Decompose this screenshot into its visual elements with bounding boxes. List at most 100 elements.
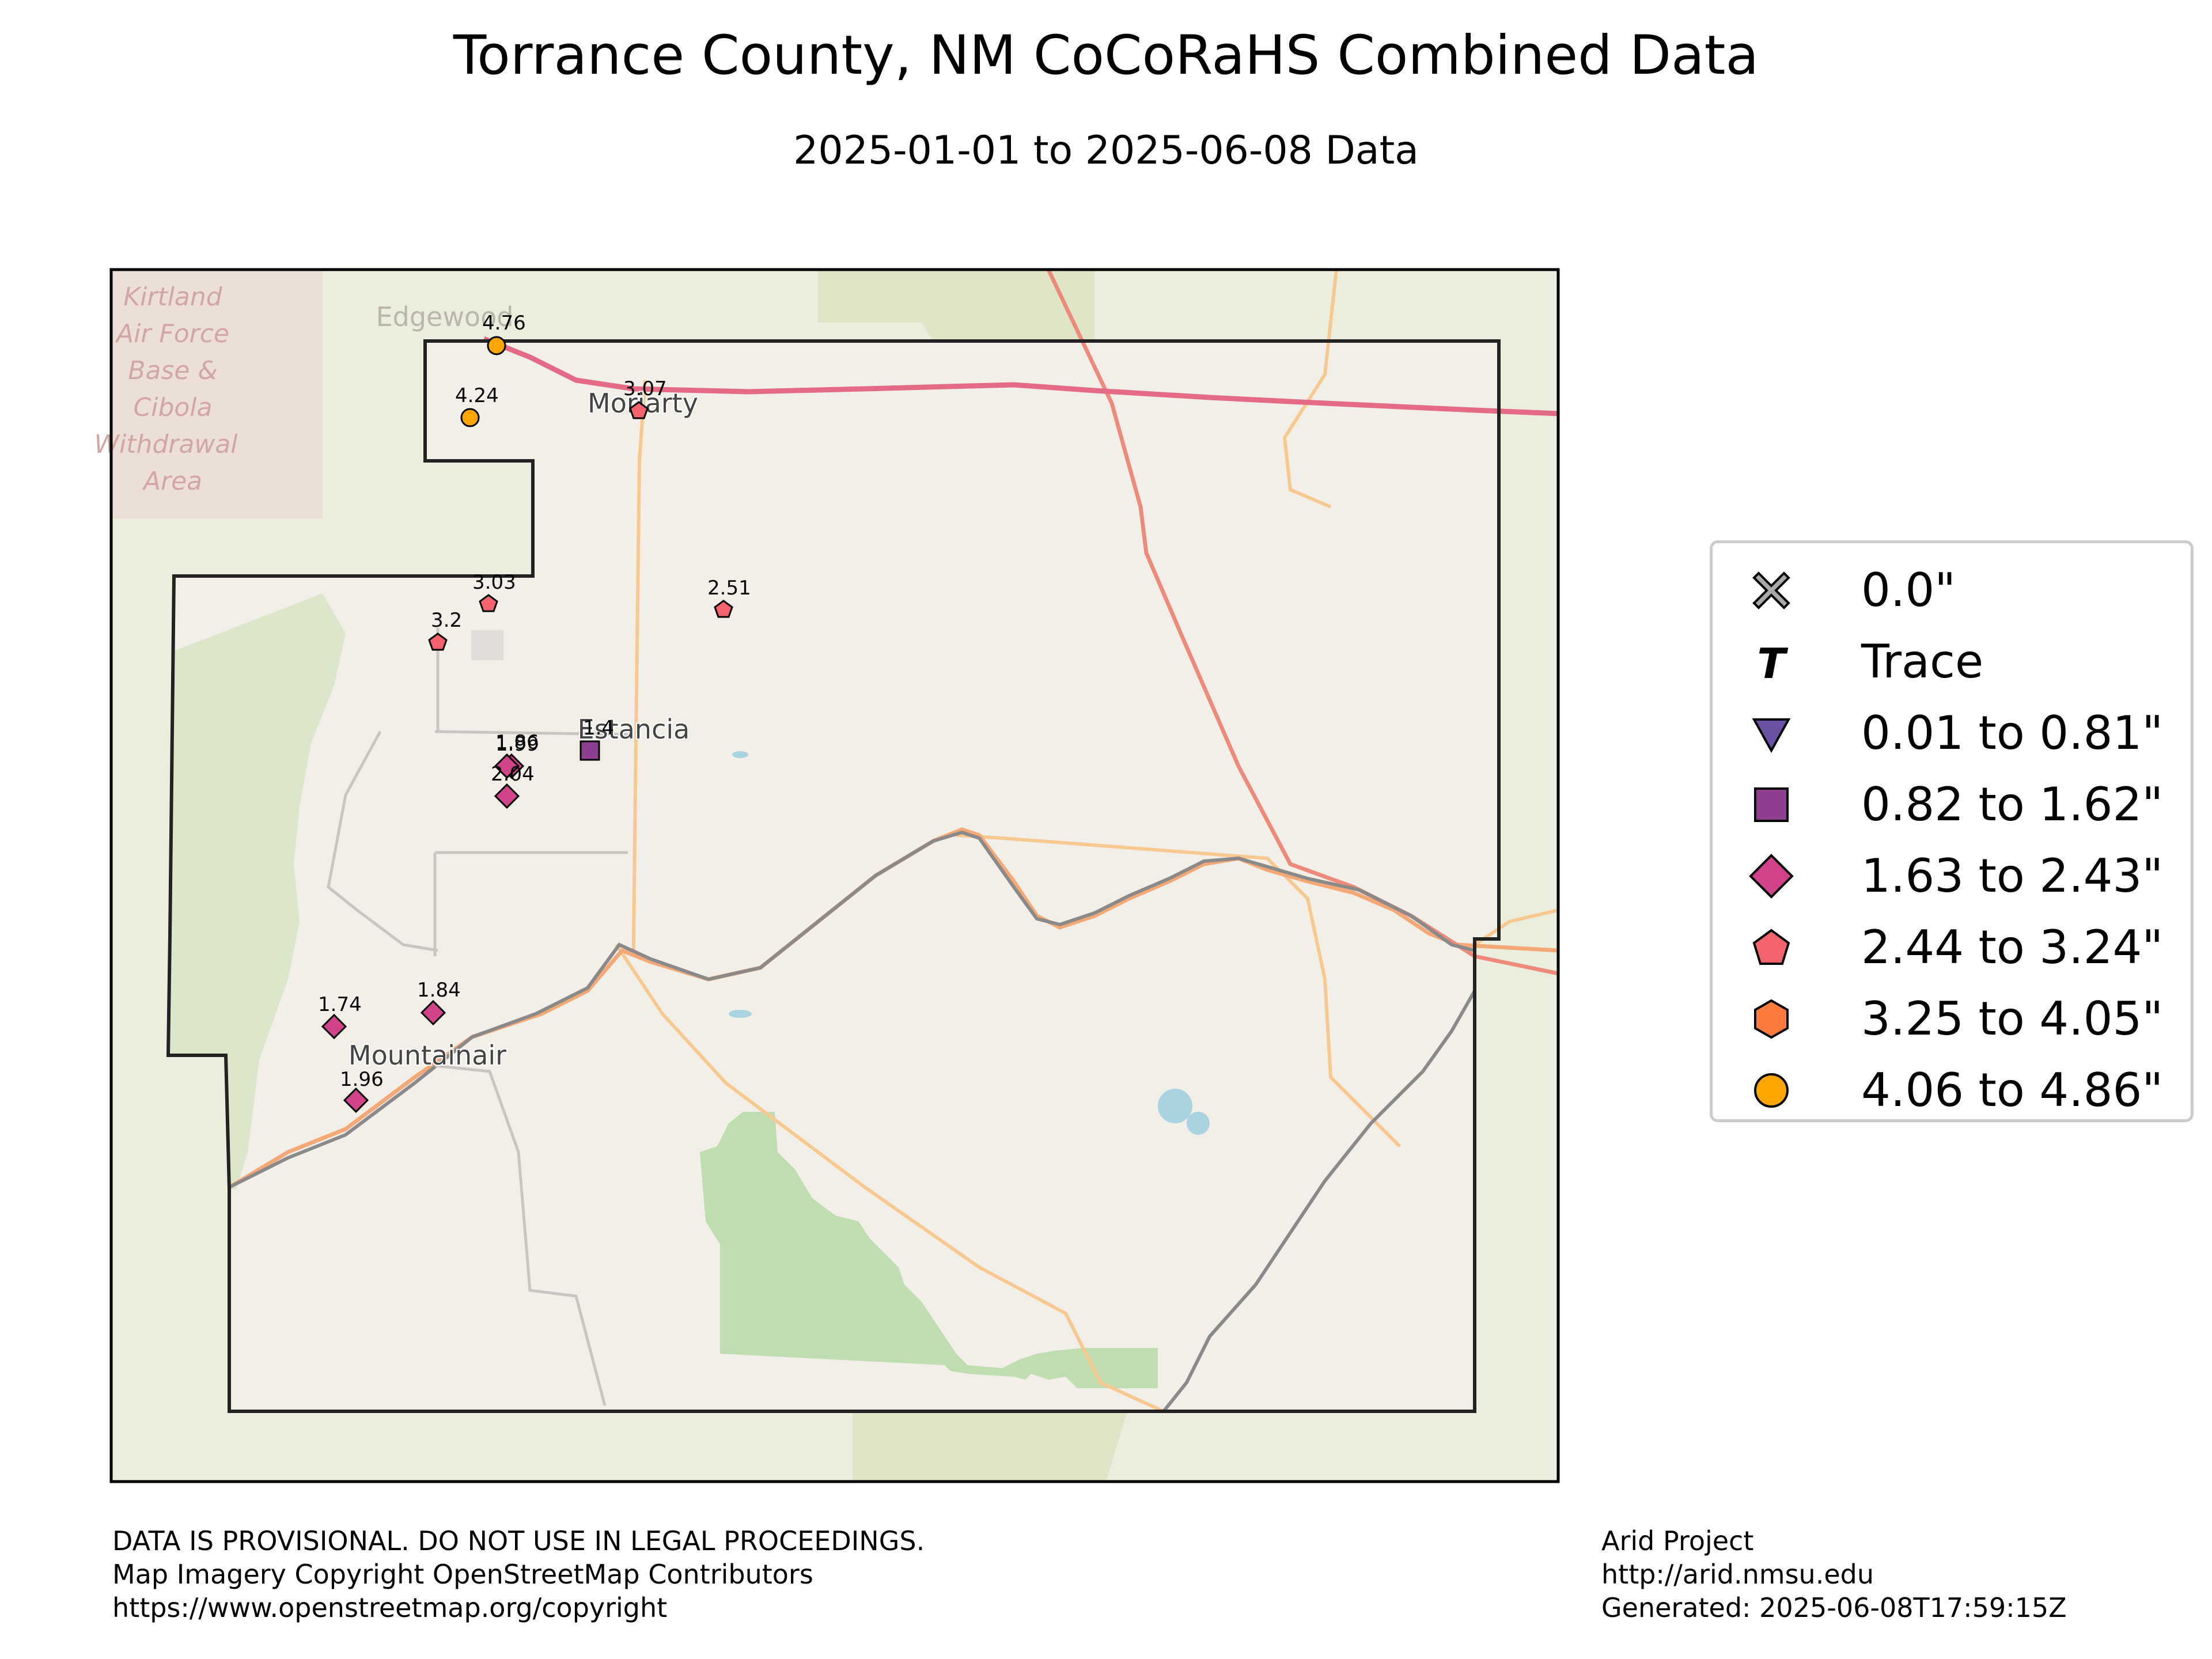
footer-right: Arid Project http://arid.nmsu.edu Genera…	[1601, 1524, 2067, 1624]
svg-text:T: T	[1757, 639, 1788, 686]
railway	[229, 830, 1476, 1412]
copyright-link[interactable]: https://www.openstreetmap.org/copyright	[112, 1592, 668, 1623]
x-marker-icon	[1752, 571, 1790, 609]
place-label-estancia: Estancia	[578, 714, 690, 745]
station-value-label: 1.86	[495, 731, 539, 754]
outside-forest-south	[853, 1406, 1129, 1482]
circle-marker-icon	[487, 336, 506, 355]
legend-item-range-6: 4.06 to 4.86"	[1713, 1055, 2191, 1126]
station-value-label: 4.24	[455, 384, 499, 407]
legend-label: 0.0"	[1861, 563, 1956, 617]
road-nm337	[615, 944, 1165, 1413]
legend-label: 1.63 to 2.43"	[1861, 849, 2164, 903]
place-label-edgewood: Edgewood	[376, 301, 514, 332]
station-value-label: 3.2	[431, 609, 462, 632]
road-ne	[1474, 908, 1558, 946]
diamond-marker-icon	[321, 1013, 347, 1040]
legend-item-range-1: 0.01 to 0.81"	[1713, 698, 2191, 769]
town-block	[471, 630, 503, 660]
map-frame	[109, 268, 1560, 1483]
legend-item-range-3: 1.63 to 2.43"	[1713, 840, 2191, 912]
circle-marker-icon	[460, 408, 480, 427]
provisional-notice: DATA IS PROVISIONAL. DO NOT USE IN LEGAL…	[112, 1525, 925, 1556]
local-road-1	[327, 730, 628, 952]
station-value-label: 4.76	[482, 312, 526, 335]
station-value-label: 3.07	[623, 377, 667, 400]
station-marker[interactable]: 2.51	[707, 577, 751, 618]
station-marker[interactable]: 3.2	[428, 609, 462, 651]
pentagon-marker-icon	[629, 401, 649, 419]
station-value-label: 1.99	[495, 733, 539, 756]
legend-label: 0.82 to 1.62"	[1861, 778, 2164, 831]
pentagon-icon	[1752, 929, 1790, 965]
water-3	[1158, 1089, 1192, 1123]
legend-label: 4.06 to 4.86"	[1861, 1063, 2164, 1117]
legend: 0.0" T Trace 0.01 to 0.81" 0.82 to 1.62"…	[1710, 540, 2194, 1122]
trace-t-icon: T	[1757, 639, 1788, 686]
pentagon-marker-icon	[428, 632, 448, 651]
local-road-2	[433, 851, 628, 956]
station-marker[interactable]: 1.4	[579, 717, 614, 761]
station-value-label: 2.04	[491, 763, 535, 786]
generated-timestamp: Generated: 2025-06-08T17:59:15Z	[1601, 1592, 2067, 1623]
place-label-mountainair: Mountainair	[349, 1040, 506, 1071]
footer-left: DATA IS PROVISIONAL. DO NOT USE IN LEGAL…	[112, 1524, 925, 1624]
kirtland-area	[111, 270, 323, 518]
square-icon	[1754, 787, 1789, 822]
road-nm55	[956, 834, 1402, 1148]
legend-label: 3.25 to 4.05"	[1861, 992, 2164, 1046]
station-marker[interactable]: 3.07	[623, 377, 667, 419]
station-layer: 4.76 4.24 3.07 2.51 3.03 3.2 1.4 1.991.86 2.04 1.…	[318, 312, 751, 1113]
triangle-down-icon	[1752, 718, 1791, 753]
map-copyright: Map Imagery Copyright OpenStreetMap Cont…	[112, 1559, 813, 1590]
road-nm41	[632, 380, 647, 950]
diamond-marker-icon	[343, 1087, 369, 1113]
diamond-icon	[1749, 854, 1794, 899]
square-marker-icon	[579, 740, 600, 761]
water-1	[732, 751, 748, 758]
station-marker[interactable]: 1.96	[340, 1068, 384, 1113]
county-boundary	[166, 339, 1501, 1413]
hexagon-icon	[1754, 999, 1789, 1039]
place-label-kirtland: Kirtland Air Force Base & Cibola Withdrawal A…	[94, 282, 238, 496]
county-fill	[168, 341, 1499, 1411]
diamond-marker-icon	[494, 753, 520, 779]
local-road-3	[434, 1064, 607, 1406]
station-value-label: 1.4	[583, 717, 614, 740]
legend-item-range-4: 2.44 to 3.24"	[1713, 912, 2191, 983]
map-title: Torrance County, NM CoCoRaHS Combined Da…	[453, 24, 1759, 87]
water-2	[729, 1010, 752, 1018]
legend-item-zero: 0.0"	[1713, 555, 2191, 626]
legend-item-range-2: 0.82 to 1.62"	[1713, 769, 2191, 840]
diamond-marker-icon	[420, 999, 446, 1026]
station-value-label: 1.84	[417, 979, 461, 1002]
road-us60	[229, 827, 1558, 1189]
station-marker[interactable]: 1.74	[318, 993, 362, 1040]
place-label-moriarty: Moriarty	[588, 388, 698, 419]
station-value-label: 2.51	[707, 577, 751, 600]
legend-label: Trace	[1861, 635, 1984, 688]
legend-label: 2.44 to 3.24"	[1861, 921, 2164, 974]
legend-item-trace: T Trace	[1713, 626, 2191, 698]
station-marker[interactable]: 2.04	[491, 763, 535, 809]
station-marker[interactable]: 4.76	[482, 312, 526, 355]
manzano-forest	[168, 593, 346, 1190]
map-subtitle: 2025-01-01 to 2025-06-08 Data	[793, 128, 1419, 173]
station-value-label: 1.74	[318, 993, 362, 1016]
station-marker[interactable]: 4.24	[455, 384, 499, 427]
station-marker[interactable]: 3.03	[472, 571, 516, 612]
legend-label: 0.01 to 0.81"	[1861, 706, 2164, 760]
pentagon-marker-icon	[714, 600, 733, 618]
station-value-label: 1.96	[340, 1068, 384, 1091]
pentagon-marker-icon	[479, 594, 498, 612]
project-name: Arid Project	[1601, 1525, 1754, 1556]
cibola-forest	[700, 1112, 1158, 1388]
diamond-marker-icon	[494, 783, 520, 809]
station-marker[interactable]: 1.84	[417, 979, 461, 1026]
circle-icon	[1754, 1073, 1789, 1108]
station-marker[interactable]: 1.86	[494, 731, 539, 779]
station-value-label: 3.03	[472, 571, 516, 594]
highway-i40	[483, 336, 1558, 416]
project-link[interactable]: http://arid.nmsu.edu	[1601, 1559, 1874, 1590]
